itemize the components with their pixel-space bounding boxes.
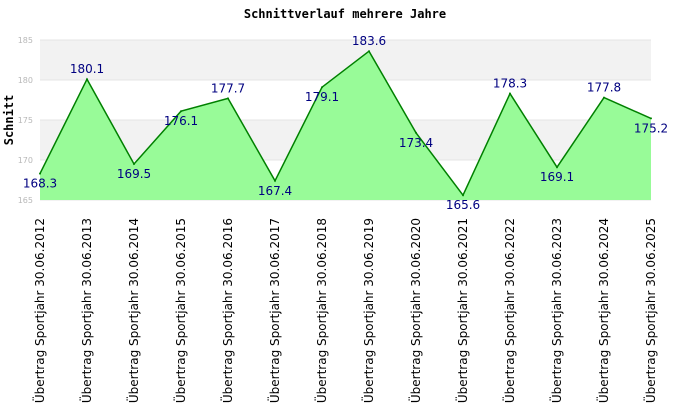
x-tick-label: Übertrag Sportjahr 30.06.2021: [454, 218, 470, 403]
data-point: [39, 172, 41, 175]
data-label: 167.4: [258, 184, 292, 198]
data-label: 173.4: [399, 136, 433, 150]
y-tick-label: 180: [18, 76, 33, 85]
data-point: [509, 92, 511, 95]
data-point: [86, 78, 88, 81]
data-point: [180, 110, 182, 113]
data-point: [462, 194, 464, 197]
x-tick-label: Übertrag Sportjahr 30.06.2019: [360, 218, 376, 403]
data-label: 169.5: [117, 167, 151, 181]
data-points: [39, 50, 652, 197]
y-tick-label: 175: [18, 116, 33, 125]
x-tick-label: Übertrag Sportjahr 30.06.2015: [172, 218, 188, 403]
x-tick-label: Übertrag Sportjahr 30.06.2018: [313, 218, 329, 403]
x-tick-label: Übertrag Sportjahr 30.06.2013: [78, 218, 94, 403]
series-line: [39, 50, 652, 197]
x-tick-label: Übertrag Sportjahr 30.06.2023: [548, 218, 564, 403]
data-point: [556, 166, 558, 169]
data-label: 175.2: [634, 121, 668, 135]
data-label: 177.8: [587, 81, 621, 95]
x-tick-label: Übertrag Sportjahr 30.06.2024: [595, 218, 611, 403]
x-tick-labels: Übertrag Sportjahr 30.06.2012 Übertrag Sp…: [31, 218, 658, 403]
data-point: [368, 50, 370, 53]
data-point: [650, 117, 652, 120]
data-point: [415, 131, 417, 134]
data-point: [274, 179, 276, 182]
data-label: 165.6: [446, 198, 480, 212]
y-tick-labels: 165 170 175 180 185: [18, 36, 33, 205]
x-tick-label: Übertrag Sportjahr 30.06.2016: [219, 218, 235, 403]
area-series: [39, 50, 652, 201]
x-tick-label: Übertrag Sportjahr 30.06.2017: [266, 218, 282, 403]
x-tick-label: Übertrag Sportjahr 30.06.2012: [31, 218, 47, 403]
data-label: 176.1: [164, 114, 198, 128]
chart-title: Schnittverlauf mehrere Jahre: [244, 7, 446, 21]
data-label: 168.3: [23, 177, 57, 191]
data-point: [603, 96, 605, 99]
data-label: 178.3: [493, 77, 527, 91]
y-tick-label: 170: [18, 156, 33, 165]
y-tick-label: 185: [18, 36, 33, 45]
data-point: [133, 163, 135, 165]
data-label: 180.1: [70, 62, 104, 76]
x-tick-label: Übertrag Sportjahr 30.06.2020: [407, 218, 423, 403]
data-label: 177.7: [211, 81, 245, 95]
x-tick-label: Übertrag Sportjahr 30.06.2022: [501, 218, 517, 403]
x-tick-label: Übertrag Sportjahr 30.06.2014: [125, 218, 141, 403]
y-axis-label: Schnitt: [2, 95, 16, 146]
data-label: 169.1: [540, 170, 574, 184]
data-point: [227, 97, 229, 100]
data-label: 183.6: [352, 34, 386, 48]
y-tick-label: 165: [18, 196, 33, 205]
data-label: 179.1: [305, 90, 339, 104]
data-point: [321, 86, 323, 89]
area-fill: [40, 51, 651, 201]
x-tick-label: Übertrag Sportjahr 30.06.2025: [642, 218, 658, 403]
data-labels: 168.3 180.1 169.5 176.1 177.7 167.4 179.1 183.6…: [23, 34, 668, 212]
